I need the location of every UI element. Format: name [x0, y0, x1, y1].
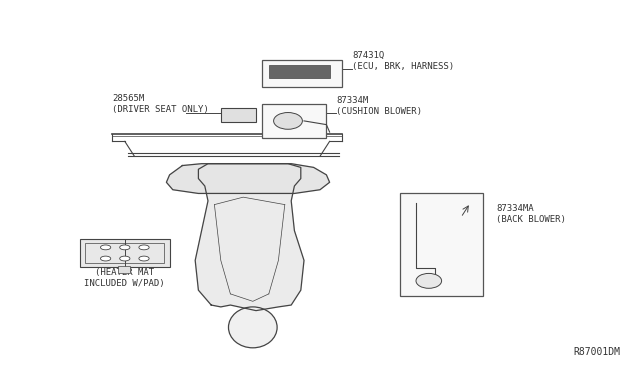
- Text: 87334MA
(BACK BLOWER): 87334MA (BACK BLOWER): [496, 204, 566, 224]
- Bar: [269, 65, 330, 78]
- Bar: [262, 104, 326, 138]
- Ellipse shape: [139, 245, 149, 250]
- Polygon shape: [195, 164, 304, 311]
- Bar: [400, 193, 483, 296]
- Bar: [118, 266, 130, 273]
- Polygon shape: [166, 164, 330, 193]
- Bar: [80, 239, 170, 267]
- Text: 87334M
(CUSHION BLOWER): 87334M (CUSHION BLOWER): [336, 96, 422, 116]
- Ellipse shape: [100, 245, 111, 250]
- Text: R87001DM: R87001DM: [574, 347, 621, 357]
- Text: 87431Q
(ECU, BRK, HARNESS): 87431Q (ECU, BRK, HARNESS): [352, 51, 454, 71]
- Ellipse shape: [228, 307, 277, 348]
- Ellipse shape: [139, 256, 149, 261]
- Ellipse shape: [120, 256, 130, 261]
- Bar: [85, 243, 164, 263]
- Ellipse shape: [416, 273, 442, 288]
- Text: (HEATER MAT
INCLUDED W/PAD): (HEATER MAT INCLUDED W/PAD): [84, 268, 165, 288]
- Bar: [221, 108, 256, 122]
- Text: 28565M
(DRIVER SEAT ONLY): 28565M (DRIVER SEAT ONLY): [112, 94, 209, 114]
- Ellipse shape: [274, 112, 302, 129]
- Ellipse shape: [120, 245, 130, 250]
- Bar: [262, 60, 342, 87]
- Ellipse shape: [100, 256, 111, 261]
